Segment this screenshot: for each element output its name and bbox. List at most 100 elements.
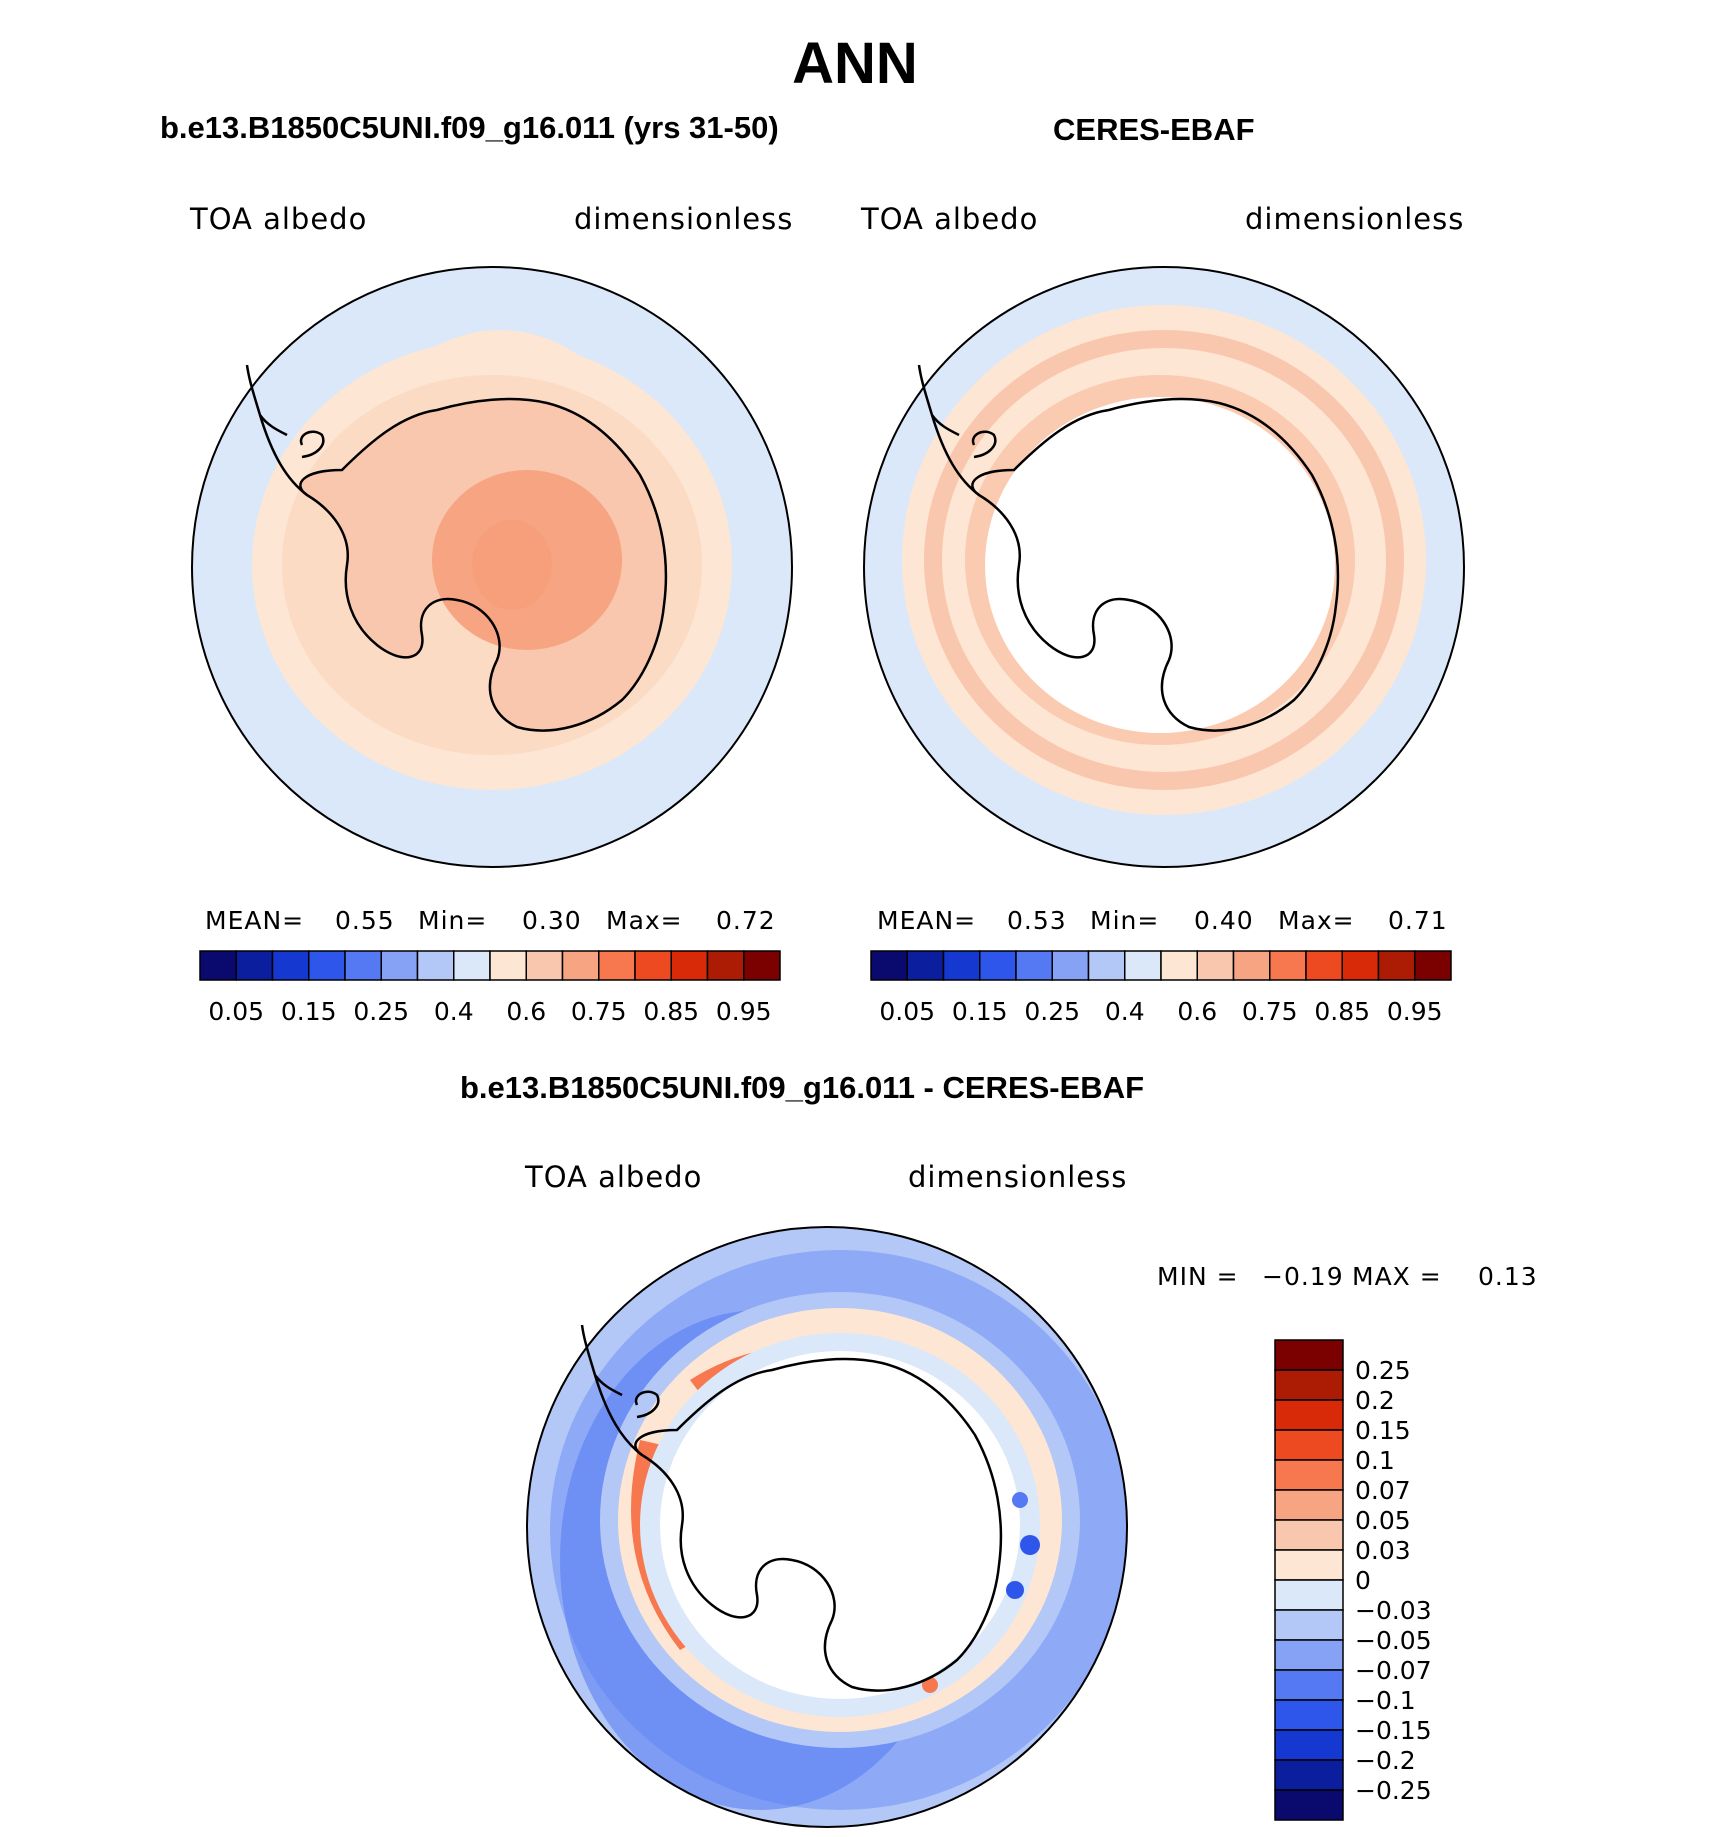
colorbar-diff-tick-label: −0.15 [1355, 1716, 1432, 1745]
panel-obs-min-value: 0.40 [1194, 906, 1254, 935]
map-model [191, 266, 793, 868]
colorbar-diff-tick-label: 0.15 [1355, 1416, 1411, 1445]
colorbar-obs-swatch [1414, 950, 1452, 981]
colorbar-model: 0.05 0.15 0.25 0.4 0.6 0.75 0.85 0.95 [199, 950, 781, 1026]
colorbar-obs-swatch [1305, 950, 1343, 981]
colorbar-obs-tick-label: 0.6 [1177, 997, 1217, 1026]
colorbar-obs-swatch [1269, 950, 1307, 981]
colorbar-obs-tick-label: 0.05 [879, 997, 935, 1026]
panel-model-max-label: Max= [606, 906, 683, 935]
colorbar-diff-tick-label: 0.25 [1355, 1356, 1411, 1385]
colorbar-obs-swatch [1015, 950, 1053, 981]
diff-min-value: −0.19 [1262, 1262, 1344, 1291]
panel-model-min-value: 0.30 [522, 906, 582, 935]
panel-model-header: b.e13.B1850C5UNI.f09_g16.011 (yrs 31-50) [160, 110, 779, 145]
colorbar-diff-swatch [1274, 1429, 1344, 1461]
colorbar-diff-tick-label: −0.1 [1355, 1686, 1416, 1715]
colorbar-obs-tick-label: 0.75 [1242, 997, 1298, 1026]
colorbar-model-swatch [271, 950, 310, 981]
colorbar-model-swatch [453, 950, 491, 981]
colorbar-obs-swatch [1196, 950, 1235, 981]
panel-model-mean-value: 0.55 [335, 906, 395, 935]
map-diff [526, 1226, 1128, 1828]
colorbar-diff-swatch [1274, 1339, 1344, 1371]
panel-model-max-value: 0.72 [716, 906, 776, 935]
colorbar-model-swatch [634, 950, 672, 981]
colorbar-diff-tick-label: 0 [1355, 1566, 1371, 1595]
panel-model-min-label: Min= [418, 906, 488, 935]
panel-obs-mean-label: MEAN= [877, 906, 977, 935]
colorbar-diff-tick-label: −0.07 [1355, 1656, 1432, 1685]
figure-title: ANN [792, 31, 918, 96]
colorbar-model-swatch [743, 950, 781, 981]
panel-obs-mean-value: 0.53 [1007, 906, 1067, 935]
diff-max-label: MAX = [1352, 1262, 1442, 1291]
colorbar-diff-tick-label: −0.2 [1355, 1746, 1416, 1775]
colorbar-obs-swatch [1377, 950, 1416, 981]
colorbar-model-tick-label: 0.4 [434, 997, 474, 1026]
colorbar-model-swatch [416, 950, 455, 981]
panel-model-units: dimensionless [574, 202, 794, 236]
colorbar-model-swatch [380, 950, 419, 981]
colorbar-model-tick-label: 0.95 [716, 997, 772, 1026]
colorbar-obs-swatch [1160, 950, 1198, 981]
colorbar-diff-swatch [1274, 1369, 1344, 1401]
colorbar-diff-swatch [1274, 1459, 1344, 1491]
colorbar-diff-swatch [1274, 1729, 1344, 1761]
colorbar-obs-tick-label: 0.95 [1387, 997, 1443, 1026]
map-obs [863, 266, 1465, 868]
panel-obs-max-label: Max= [1278, 906, 1355, 935]
colorbar-model-swatch [561, 950, 600, 981]
panel-model-variable: TOA albedo [190, 202, 368, 236]
panel-obs-min-label: Min= [1090, 906, 1160, 935]
colorbar-obs-swatch [1087, 950, 1126, 981]
colorbar-diff-swatch [1274, 1609, 1344, 1641]
colorbar-diff-swatch [1274, 1399, 1344, 1431]
colorbar-obs-swatch [1232, 950, 1271, 981]
colorbar-obs-tick-label: 0.25 [1024, 997, 1080, 1026]
diff-panel-header: b.e13.B1850C5UNI.f09_g16.011 - CERES-EBA… [460, 1070, 1145, 1105]
colorbar-diff-swatch [1274, 1519, 1344, 1551]
colorbar-model-swatch [706, 950, 745, 981]
panel-obs-units: dimensionless [1245, 202, 1465, 236]
colorbar-model-swatch [598, 950, 636, 981]
colorbar-diff-swatch [1274, 1549, 1344, 1581]
colorbar-obs-swatch [906, 950, 945, 981]
colorbar-model-tick-label: 0.85 [643, 997, 699, 1026]
colorbar-model-swatch [344, 950, 382, 981]
colorbar-diff-swatch [1274, 1699, 1344, 1731]
colorbar-diff-tick-label: −0.05 [1355, 1626, 1432, 1655]
colorbar-diff-tick-label: −0.25 [1355, 1776, 1432, 1805]
colorbar-obs-swatch [1051, 950, 1090, 981]
colorbar-model-swatch [308, 950, 346, 981]
colorbar-diff-tick-label: 0.1 [1355, 1446, 1395, 1475]
colorbar-diff-swatch [1274, 1489, 1344, 1521]
colorbar-obs-swatch [979, 950, 1017, 981]
colorbar-model-tick-label: 0.25 [353, 997, 409, 1026]
colorbar-obs-tick-label: 0.4 [1105, 997, 1145, 1026]
colorbar-model-swatch [199, 950, 237, 981]
panel-obs-variable: TOA albedo [861, 202, 1039, 236]
diff-panel-variable: TOA albedo [525, 1160, 703, 1194]
colorbar-diff-swatch [1274, 1579, 1344, 1611]
panel-obs-header: CERES-EBAF [1053, 112, 1255, 147]
colorbar-diff-tick-label: 0.2 [1355, 1386, 1395, 1415]
colorbar-model-tick-label: 0.6 [506, 997, 546, 1026]
colorbar-obs-swatch [1341, 950, 1380, 981]
colorbar-diff-swatch [1274, 1789, 1344, 1821]
colorbar-diff: 0.250.20.150.10.070.050.030−0.03−0.05−0.… [1274, 1339, 1432, 1821]
panel-obs-max-value: 0.71 [1388, 906, 1448, 935]
diff-max-value: 0.13 [1478, 1262, 1538, 1291]
colorbar-model-swatch [525, 950, 564, 981]
colorbar-model-tick-label: 0.75 [571, 997, 627, 1026]
diff-panel-units: dimensionless [908, 1160, 1128, 1194]
colorbar-diff-swatch [1274, 1669, 1344, 1701]
colorbar-diff-tick-label: 0.05 [1355, 1506, 1411, 1535]
colorbar-model-tick-label: 0.15 [281, 997, 337, 1026]
colorbar-model-swatch [489, 950, 527, 981]
panel-model-mean-label: MEAN= [205, 906, 305, 935]
colorbar-diff-swatch [1274, 1639, 1344, 1671]
colorbar-model-swatch [235, 950, 274, 981]
diff-min-label: MIN = [1157, 1262, 1239, 1291]
